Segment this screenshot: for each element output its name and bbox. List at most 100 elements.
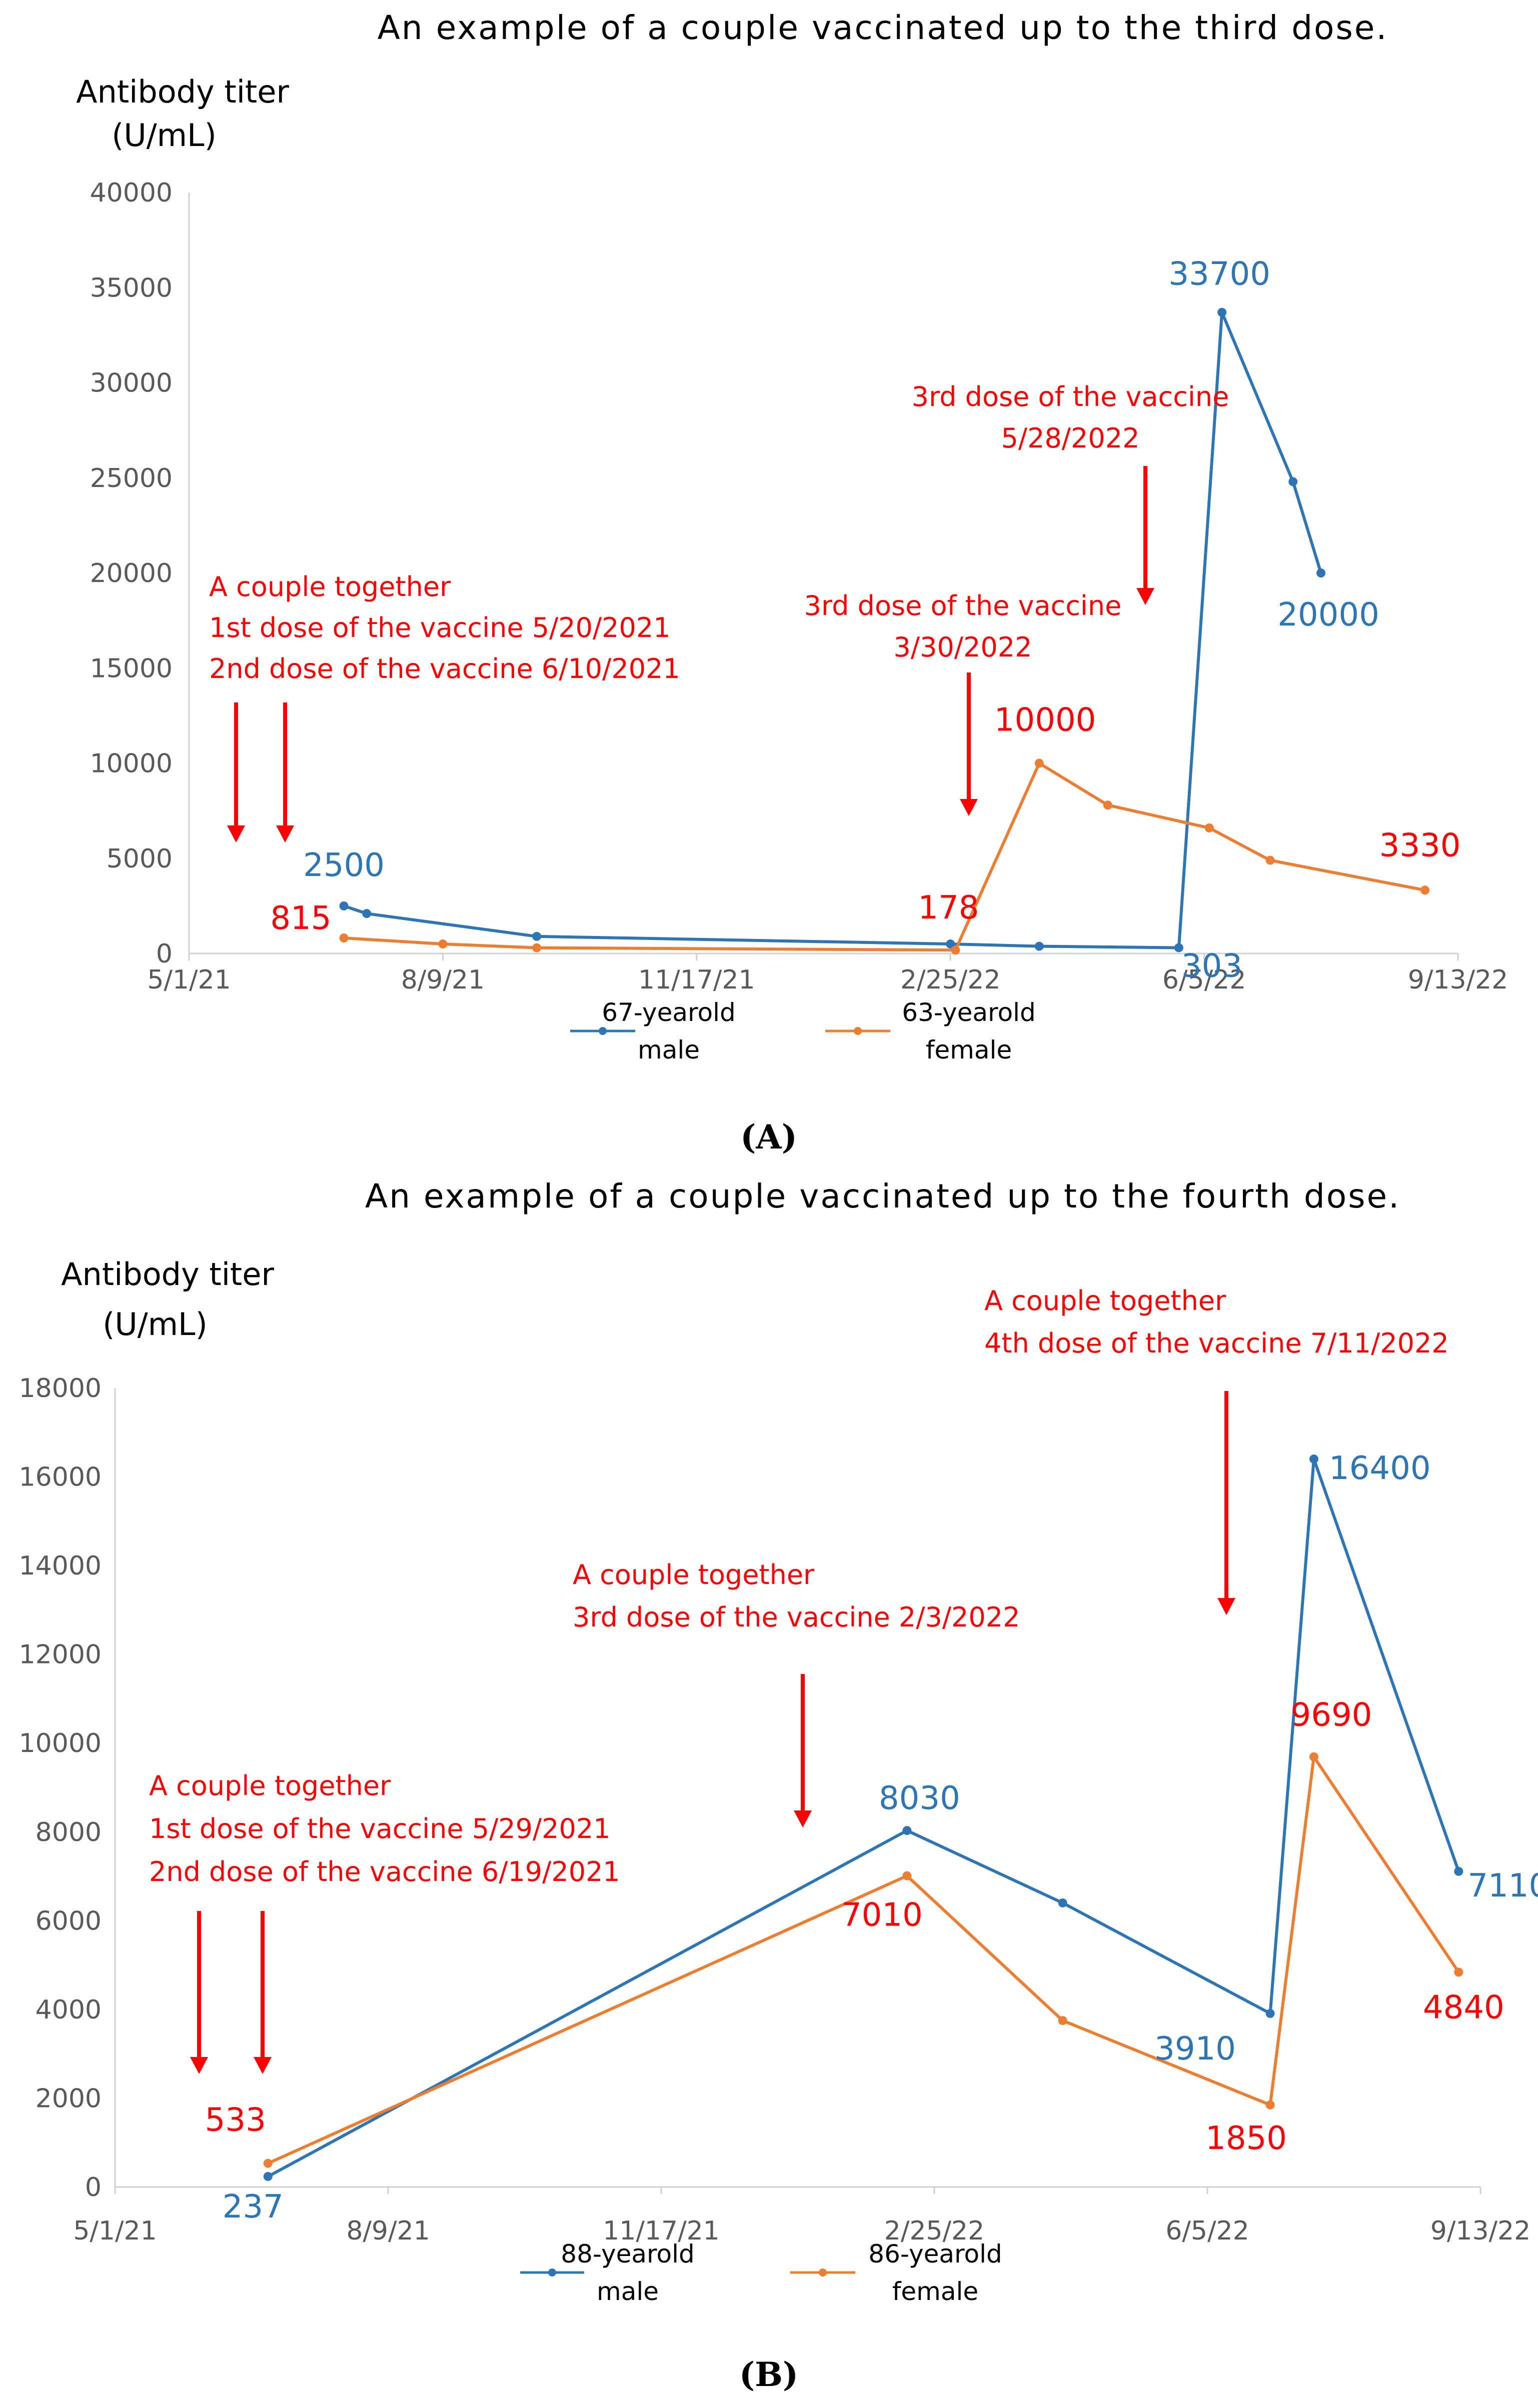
data-point [1309,1454,1318,1464]
y-tick-label: 14000 [19,1551,102,1581]
legend-label: 63-yearold [902,998,1035,1027]
dose-arrow-head [227,826,245,842]
chart-panel-a: An example of a couple vaccinated up to … [76,8,1508,1156]
y-tick-label: 5000 [107,844,173,874]
data-label: 3910 [1154,2030,1236,2068]
dose-annotation: 3rd dose of the vaccine [804,590,1122,622]
data-label: 533 [205,2102,266,2139]
x-tick-label: 11/17/21 [603,2216,720,2246]
y-axis-label: (U/mL) [112,117,217,154]
data-label: 33700 [1168,256,1270,293]
y-tick-label: 15000 [90,654,173,684]
data-point [339,901,349,910]
legend-marker [548,2268,556,2276]
y-tick-label: 18000 [19,1374,102,1404]
data-point [532,932,542,941]
data-point [532,943,542,952]
x-tick-label: 5/1/21 [147,965,231,995]
data-point [1217,308,1227,317]
data-point [263,2172,273,2181]
legend-label: 88-yearold [561,2240,694,2268]
data-point [1058,2016,1067,2026]
data-label: 237 [223,2188,284,2226]
x-tick-label: 2/25/22 [884,2216,984,2246]
legend-label: female [926,1036,1012,1064]
data-label: 178 [918,890,979,926]
data-point [1288,477,1298,486]
dose-annotation: 3rd dose of the vaccine [912,381,1229,412]
legend-label: male [638,1036,700,1064]
x-tick-label: 6/5/22 [1162,965,1246,995]
dose-annotation: 2nd dose of the vaccine 6/10/2021 [209,653,680,684]
chart-title: An example of a couple vaccinated up to … [378,8,1388,47]
dose-annotation: 2nd dose of the vaccine 6/19/2021 [149,1856,620,1888]
dose-annotation: 3rd dose of the vaccine 2/3/2022 [573,1602,1020,1633]
x-tick-label: 11/17/21 [638,965,755,995]
data-point [1103,800,1112,810]
dose-annotation: 1st dose of the vaccine 5/29/2021 [149,1813,611,1844]
y-tick-label: 8000 [36,1818,102,1848]
series-line-female [267,1755,1460,2165]
data-point [1309,1752,1318,1762]
dose-annotation: 4th dose of the vaccine 7/11/2022 [984,1328,1449,1359]
legend-label: 86-yearold [868,2240,1002,2268]
y-axis-label: (U/mL) [103,1306,208,1342]
dose-annotation: A couple together [984,1285,1226,1316]
x-tick-label: 9/13/22 [1430,2216,1530,2246]
panel-label: (B) [739,2355,798,2394]
x-tick-label: 5/1/21 [73,2216,157,2246]
y-tick-label: 20000 [90,558,173,588]
dose-arrow-head [254,2057,272,2074]
data-point [1204,823,1214,832]
dose-arrow-head [190,2057,208,2074]
legend-label: female [892,2277,978,2306]
data-point [1454,1866,1463,1876]
data-point [1265,2100,1275,2110]
dose-arrow-head [960,799,978,816]
legend-marker [854,1027,862,1035]
data-point [951,946,960,955]
data-point [1420,886,1430,895]
x-tick-label: 8/9/21 [401,965,485,995]
data-label: 4840 [1423,1989,1504,2026]
panel-label: (A) [740,1118,797,1156]
data-label: 7010 [841,1897,923,1934]
y-tick-label: 0 [85,2172,102,2202]
data-label: 3330 [1379,827,1461,864]
data-point [1034,942,1044,951]
x-tick-label: 2/25/22 [900,965,1000,995]
data-label: 9690 [1291,1697,1372,1734]
legend-marker [599,1027,607,1035]
dose-annotation: A couple together [149,1770,391,1802]
y-axis-label: Antibody titer [76,74,289,110]
y-tick-label: 16000 [19,1462,102,1492]
data-point [1454,1968,1463,1977]
legend-marker [819,2268,827,2276]
data-label: 2500 [303,847,385,884]
y-tick-label: 0 [156,939,173,969]
x-tick-label: 8/9/21 [346,2216,430,2246]
data-point [1058,1898,1067,1908]
y-axis-label: Antibody titer [61,1256,274,1292]
data-point [438,939,448,948]
y-tick-label: 12000 [19,1640,102,1670]
y-tick-label: 25000 [90,464,173,494]
x-tick-label: 6/5/22 [1165,2216,1249,2246]
legend-label: 67-yearold [602,998,735,1027]
x-tick-label: 9/13/22 [1408,965,1508,995]
y-tick-label: 2000 [36,2084,102,2114]
y-tick-label: 30000 [90,368,173,398]
data-label: 8030 [879,1780,960,1817]
dose-annotation: A couple together [573,1559,815,1590]
series-line-male [267,1458,1460,2178]
y-tick-label: 35000 [90,273,173,303]
data-label: 20000 [1277,596,1379,634]
chart-title: An example of a couple vaccinated up to … [365,1177,1400,1216]
dose-arrow-head [276,826,294,842]
data-label: 16400 [1329,1450,1431,1487]
data-point [263,2158,273,2168]
data-point [339,933,349,942]
data-label: 7110 [1467,1868,1538,1904]
y-tick-label: 6000 [36,1906,102,1936]
